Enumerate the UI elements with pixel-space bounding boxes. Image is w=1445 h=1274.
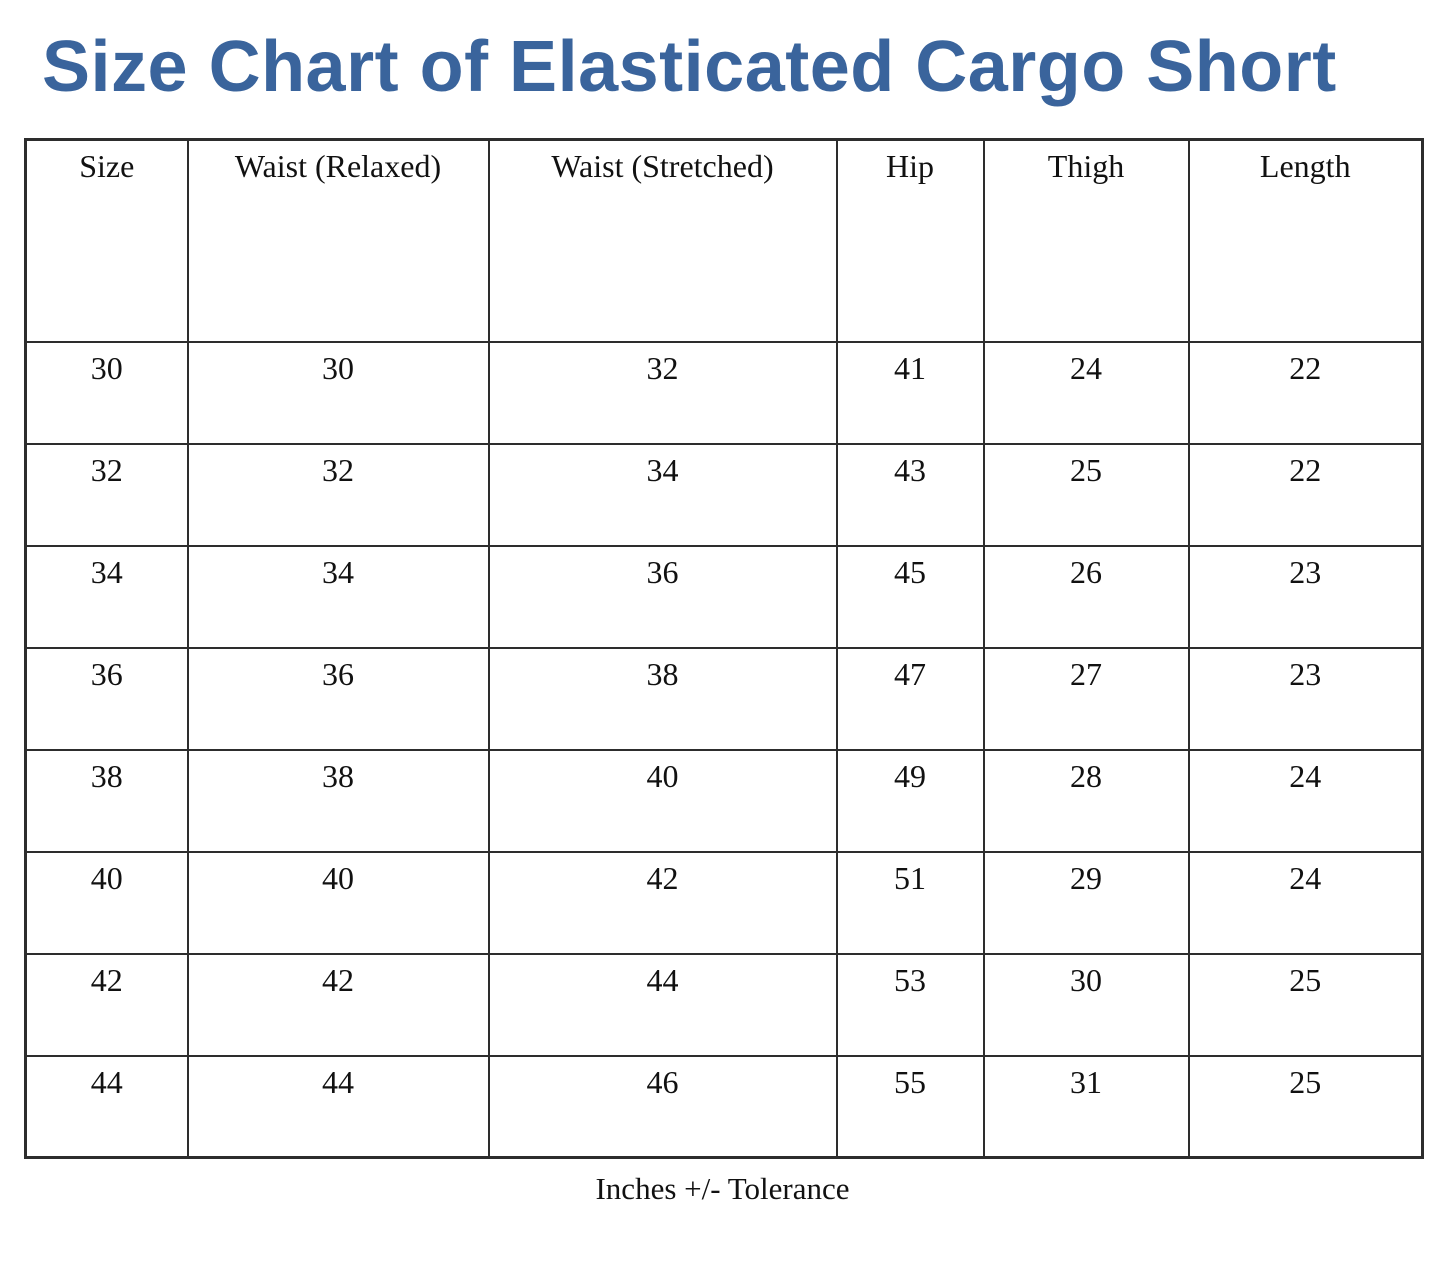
table-cell: 38 [24, 748, 189, 853]
page-title: Size Chart of Elasticated Cargo Short [42, 27, 1337, 107]
table-cell: 30 [186, 340, 490, 445]
table-row: 30 30 32 41 24 22 [24, 340, 1424, 445]
table-row: 42 42 44 53 30 25 [24, 952, 1424, 1057]
table-cell: 53 [835, 952, 985, 1057]
table-cell: 30 [982, 952, 1190, 1057]
table-cell: 25 [1187, 1054, 1424, 1159]
table-cell: 28 [982, 748, 1190, 853]
table-cell: 32 [186, 442, 490, 547]
table-cell: 22 [1187, 340, 1424, 445]
table-cell: 31 [982, 1054, 1190, 1159]
table-cell: 47 [835, 646, 985, 751]
table-cell: 34 [24, 544, 189, 649]
table-cell: 45 [835, 544, 985, 649]
column-header-waist-stretched: Waist (Stretched) [487, 138, 838, 343]
table-cell: 26 [982, 544, 1190, 649]
table-cell: 32 [487, 340, 838, 445]
table-cell: 34 [186, 544, 490, 649]
column-header-thigh: Thigh [982, 138, 1190, 343]
column-header-waist-relaxed: Waist (Relaxed) [186, 138, 490, 343]
table-row: 32 32 34 43 25 22 [24, 442, 1424, 547]
table-cell: 44 [186, 1054, 490, 1159]
table-cell: 38 [186, 748, 490, 853]
table-cell: 27 [982, 646, 1190, 751]
table-cell: 44 [24, 1054, 189, 1159]
table-cell: 46 [487, 1054, 838, 1159]
table-row: 44 44 46 55 31 25 [24, 1054, 1424, 1159]
table-row: 38 38 40 49 28 24 [24, 748, 1424, 853]
size-chart-table: Size Waist (Relaxed) Waist (Stretched) Hip T… [24, 138, 1424, 1160]
column-header-size: Size [24, 138, 189, 343]
column-header-length: Length [1187, 138, 1424, 343]
table-cell: 22 [1187, 442, 1424, 547]
table-cell: 49 [835, 748, 985, 853]
table-cell: 34 [487, 442, 838, 547]
table-row: 34 34 36 45 26 23 [24, 544, 1424, 649]
table-cell: 42 [186, 952, 490, 1057]
table-row: 40 40 42 51 29 24 [24, 850, 1424, 955]
header-row: Size Waist (Relaxed) Waist (Stretched) Hip T… [24, 138, 1424, 343]
table-cell: 23 [1187, 544, 1424, 649]
table-cell: 41 [835, 340, 985, 445]
table-cell: 25 [982, 442, 1190, 547]
table-cell: 36 [24, 646, 189, 751]
table-cell: 40 [487, 748, 838, 853]
table-cell: 30 [24, 340, 189, 445]
table-cell: 24 [1187, 850, 1424, 955]
table-cell: 38 [487, 646, 838, 751]
table-cell: 51 [835, 850, 985, 955]
tolerance-note: Inches +/- Tolerance [595, 1171, 850, 1207]
table-cell: 43 [835, 442, 985, 547]
column-header-hip: Hip [835, 138, 985, 343]
table-cell: 24 [1187, 748, 1424, 853]
table-body: 30 30 32 41 24 22 32 32 34 43 25 22 34 34 36 45 26 23 36 36… [24, 340, 1424, 1159]
table-cell: 36 [186, 646, 490, 751]
table-cell: 23 [1187, 646, 1424, 751]
table-cell: 55 [835, 1054, 985, 1159]
table-cell: 36 [487, 544, 838, 649]
table-cell: 40 [24, 850, 189, 955]
table-cell: 42 [24, 952, 189, 1057]
table-cell: 29 [982, 850, 1190, 955]
table-cell: 44 [487, 952, 838, 1057]
table-cell: 40 [186, 850, 490, 955]
table-cell: 32 [24, 442, 189, 547]
table-cell: 25 [1187, 952, 1424, 1057]
table-cell: 42 [487, 850, 838, 955]
table-row: 36 36 38 47 27 23 [24, 646, 1424, 751]
table-cell: 24 [982, 340, 1190, 445]
